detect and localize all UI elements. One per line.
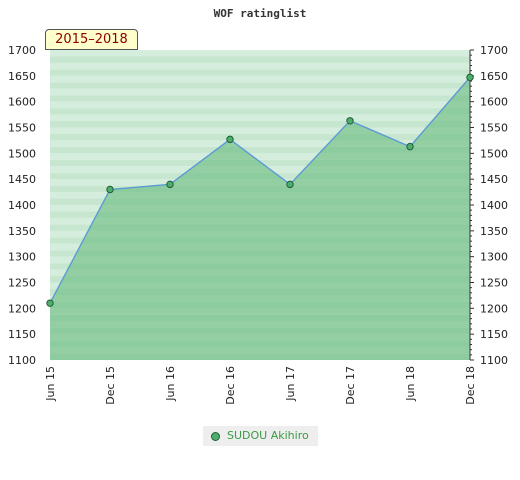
y-tick-label-left: 1250 (8, 277, 36, 290)
background-band (50, 50, 470, 57)
y-tick-label-right: 1550 (480, 122, 508, 135)
x-tick-label: Jun 15 (44, 366, 57, 402)
data-point (166, 180, 174, 189)
y-tick-label-left: 1200 (8, 302, 36, 315)
background-band (50, 75, 470, 83)
data-point (346, 117, 354, 125)
background-band (50, 114, 470, 122)
data-point (106, 185, 114, 194)
y-tick-label-right: 1150 (480, 328, 508, 341)
y-tick-label-left: 1350 (8, 225, 36, 238)
y-tick-label-left: 1150 (8, 328, 36, 341)
y-tick-label-right: 1700 (480, 44, 508, 57)
legend-marker (211, 432, 220, 441)
y-tick-label-right: 1100 (480, 354, 508, 367)
series-markers (46, 73, 474, 307)
y-tick-label-right: 1250 (480, 277, 508, 290)
background-band (50, 95, 470, 102)
background-band (50, 88, 470, 96)
y-tick-label-right: 1650 (480, 70, 508, 83)
y-tick-label-left: 1400 (8, 199, 36, 212)
series-area (50, 77, 470, 360)
background-band (50, 127, 470, 134)
y-tick-label-right: 1350 (480, 225, 508, 238)
y-tick-label-left: 1550 (8, 122, 36, 135)
period-label: 2015–2018 (55, 32, 128, 47)
legend-series-label: SUDOU Akihiro (227, 429, 309, 442)
data-point (46, 299, 54, 307)
background-band (50, 69, 470, 76)
x-tick-label: Dec 17 (344, 366, 357, 405)
y-tick-label-left: 1100 (8, 354, 36, 367)
x-tick-label: Jun 18 (404, 366, 417, 402)
chart-title: WOF ratinglist (214, 7, 307, 20)
background-band (50, 153, 470, 160)
y-tick-label-left: 1600 (8, 96, 36, 109)
data-point (466, 73, 474, 82)
background-band (50, 133, 470, 141)
y-tick-label-right: 1500 (480, 147, 508, 160)
background-band (50, 140, 470, 147)
y-tick-label-right: 1600 (480, 96, 508, 109)
x-tick-label: Jun 16 (164, 366, 177, 402)
legend: SUDOU Akihiro (203, 426, 318, 446)
y-tick-label-right: 1300 (480, 251, 508, 264)
background-band (50, 108, 470, 115)
series-line (49, 76, 471, 304)
y-tick-label-left: 1450 (8, 173, 36, 186)
y-tick-label-left: 1500 (8, 147, 36, 160)
y-axis-left: 1100 1150 1200 1250 1300 1350 1400 1450 1500 1550… (8, 44, 36, 367)
y-axis-right: 1100 1150 1200 1250 1300 1350 1400 1450 1500 1550… (469, 44, 508, 367)
y-tick-label-left: 1650 (8, 70, 36, 83)
background-band (50, 56, 470, 63)
background-band (50, 82, 470, 89)
y-tick-label-right: 1450 (480, 173, 508, 186)
data-point (286, 180, 294, 189)
x-tick-label: Dec 16 (224, 366, 237, 405)
background-band (50, 121, 470, 128)
background-band (50, 62, 470, 70)
y-tick-label-left: 1700 (8, 44, 36, 57)
data-point (406, 142, 414, 151)
x-tick-label: Dec 18 (464, 366, 477, 405)
y-tick-label-right: 1200 (480, 302, 508, 315)
background-band (50, 101, 470, 109)
x-tick-label: Dec 15 (104, 366, 117, 405)
x-axis: Jun 15 Dec 15 Jun 16 Dec 16 Jun 17 Dec 17 Jun … (44, 366, 477, 405)
background-band (50, 146, 470, 154)
data-point (226, 135, 234, 144)
period-badge: 2015–2018 (45, 29, 138, 50)
x-tick-label: Jun 17 (284, 366, 297, 402)
y-tick-label-right: 1400 (480, 199, 508, 212)
y-tick-label-left: 1300 (8, 251, 36, 264)
